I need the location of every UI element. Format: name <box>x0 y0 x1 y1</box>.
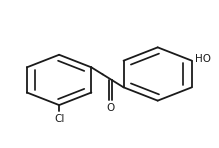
Text: O: O <box>107 103 115 112</box>
Text: Cl: Cl <box>54 114 64 124</box>
Text: HO: HO <box>195 54 211 64</box>
